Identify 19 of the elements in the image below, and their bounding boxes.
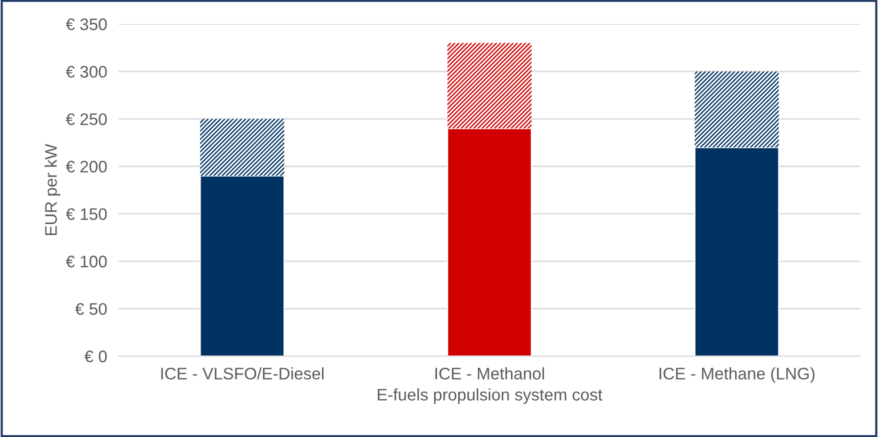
- x-axis-title: E-fuels propulsion system cost: [378, 388, 602, 404]
- y-tick-label: € 150: [66, 208, 107, 220]
- bar: [694, 71, 779, 148]
- x-tick-label: ICE - Methanol: [435, 367, 544, 380]
- y-tick-label: € 0: [84, 350, 107, 362]
- y-axis-title: EUR per kW: [44, 144, 60, 236]
- y-tick-label: € 250: [66, 113, 107, 126]
- y-tick-label: € 300: [66, 66, 107, 78]
- bar: [446, 128, 532, 356]
- x-tick-label: ICE - Methane (LNG): [660, 367, 814, 383]
- bar: [694, 146, 780, 356]
- bar: [200, 118, 284, 176]
- bar: [199, 175, 285, 356]
- y-tick-label: € 350: [66, 18, 107, 30]
- y-tick-label: € 100: [66, 256, 107, 268]
- y-tick-label: € 50: [75, 303, 107, 315]
- y-tick-label: € 200: [66, 160, 107, 173]
- x-tick-label: ICE - VLSFO/E-Diesel: [161, 367, 324, 380]
- bar: [447, 43, 532, 128]
